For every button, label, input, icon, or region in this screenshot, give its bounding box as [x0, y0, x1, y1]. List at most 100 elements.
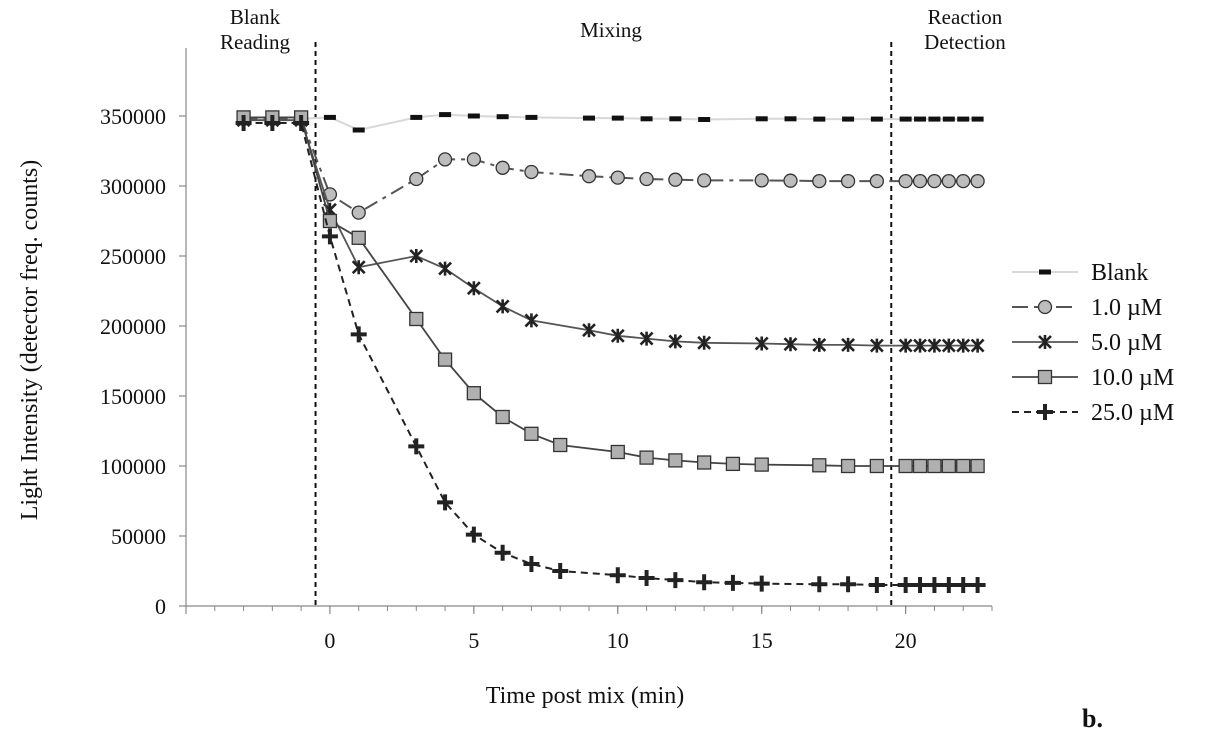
data-point [842, 116, 855, 122]
data-point [927, 338, 942, 353]
data-point [841, 337, 855, 352]
data-point [812, 173, 827, 189]
data-point [755, 116, 768, 122]
data-point [971, 116, 984, 122]
data-point [582, 323, 596, 338]
data-point [552, 563, 569, 579]
data-point [439, 112, 452, 118]
data-point [811, 576, 828, 593]
data-point [408, 438, 425, 455]
data-point [409, 249, 424, 263]
data-point [640, 116, 653, 122]
data-point [898, 338, 913, 353]
legend-item: 5.0 µM [1012, 330, 1162, 356]
data-point [970, 173, 985, 189]
data-point [926, 577, 943, 593]
data-point [1037, 369, 1053, 385]
x-tick-label: 5 [468, 628, 479, 653]
data-point [696, 455, 712, 470]
data-point [581, 169, 597, 184]
legend-label: 5.0 µM [1091, 330, 1162, 356]
data-point [698, 117, 711, 122]
data-point [940, 577, 957, 593]
data-point [667, 572, 684, 589]
data-point [437, 152, 453, 167]
data-point [437, 494, 454, 511]
x-tick-label: 15 [751, 628, 773, 653]
data-point [638, 570, 655, 586]
series-line [243, 117, 978, 214]
data-point [783, 173, 798, 188]
data-point [610, 170, 625, 185]
y-tick-label: 50000 [111, 524, 166, 549]
y-tick-label: 300000 [100, 174, 166, 199]
data-point [869, 458, 885, 474]
legend: Blank 1.0 µM 5.0 µM 10.0 µM 25.0 µM [1012, 260, 1174, 426]
data-point [812, 458, 827, 473]
data-point [409, 311, 424, 327]
legend-label: 1.0 µM [1091, 295, 1162, 321]
series-1-0-m [236, 111, 985, 220]
data-point [668, 453, 683, 468]
data-point [523, 556, 540, 572]
x-axis-title: Time post mix (min) [486, 683, 684, 709]
data-point [465, 526, 482, 543]
phase-label-reaction-detection: Reaction Detection [924, 5, 1006, 54]
data-point [696, 173, 712, 188]
data-point [583, 115, 595, 121]
legend-label: 25.0 µM [1091, 400, 1174, 426]
data-point [438, 261, 452, 276]
data-point [639, 171, 654, 187]
legend-item: Blank [1012, 260, 1148, 286]
data-point [610, 444, 625, 460]
data-point [609, 567, 626, 584]
data-point [927, 458, 942, 474]
data-point [956, 173, 971, 189]
data-point [466, 152, 482, 167]
y-tick-label: 200000 [100, 314, 166, 339]
data-point [524, 164, 539, 180]
data-point [868, 577, 885, 593]
data-point [1037, 404, 1053, 420]
data-point [496, 114, 509, 120]
data-point [668, 172, 683, 187]
data-point [753, 575, 770, 592]
data-point [941, 458, 956, 474]
x-tick-label: 10 [607, 628, 629, 653]
data-point [813, 116, 826, 122]
data-point [840, 576, 857, 593]
series-blank [237, 112, 984, 133]
data-point [784, 116, 797, 122]
data-point [1038, 335, 1052, 349]
data-point [524, 426, 539, 441]
data-point [639, 331, 654, 346]
data-point [754, 457, 769, 472]
data-point [898, 458, 913, 474]
legend-label: Blank [1091, 260, 1148, 286]
plot-area: 0 50000 100000 150000 200000 250000 300000 3500… [100, 5, 1006, 653]
data-point [321, 228, 338, 245]
y-tick-label: 350000 [100, 104, 166, 129]
phase-label-mixing: Mixing [580, 18, 642, 42]
data-point [970, 458, 985, 474]
data-point [495, 299, 510, 314]
series-line [243, 122, 978, 586]
data-point [724, 574, 741, 591]
data-point [525, 114, 538, 120]
series-line [243, 119, 978, 347]
x-tick-label: 0 [324, 628, 335, 653]
data-point [264, 115, 281, 131]
data-point [942, 116, 955, 122]
legend-item: 1.0 µM [1012, 295, 1162, 321]
series-5-0-m [236, 113, 985, 353]
data-point [970, 338, 985, 353]
data-point [941, 173, 956, 189]
y-axis-title: Light Intensity (detector freq. counts) [17, 160, 43, 521]
data-point [696, 574, 713, 591]
data-point [956, 458, 971, 474]
data-point [467, 113, 480, 119]
data-point [897, 577, 914, 593]
data-point [840, 458, 856, 474]
data-point [466, 386, 482, 401]
data-point [437, 352, 453, 367]
